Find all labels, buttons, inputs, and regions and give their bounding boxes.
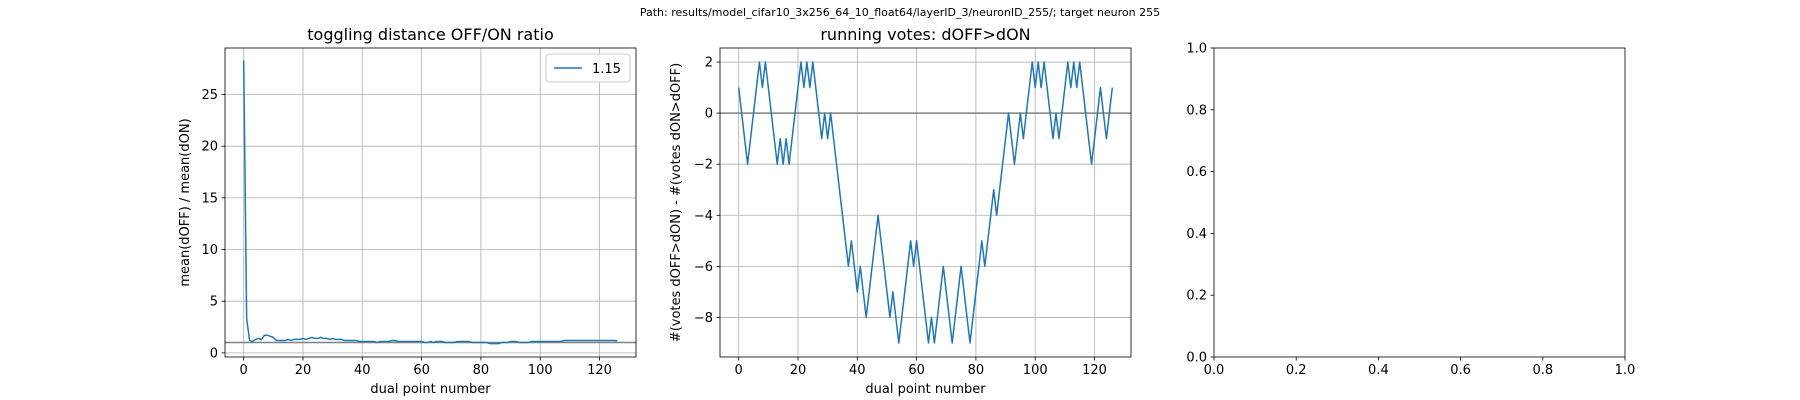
x-tick-label: 20	[295, 363, 312, 378]
figure-suptitle: Path: results/model_cifar10_3x256_64_10_…	[640, 6, 1160, 19]
x-tick-label: 0.2	[1286, 363, 1307, 378]
y-tick-label: 20	[201, 140, 218, 155]
axes-frame	[224, 47, 637, 358]
y-tick-label: 2	[705, 56, 713, 71]
axes-frame	[1213, 47, 1626, 358]
y-tick-label: 10	[201, 243, 218, 258]
x-tick-label: 0.0	[1204, 363, 1225, 378]
x-tick-label: 0	[240, 363, 248, 378]
x-tick-label: 120	[1082, 363, 1107, 378]
x-tick-label: 100	[1023, 363, 1048, 378]
legend-label: 1.15	[592, 62, 621, 77]
series-line	[737, 61, 1114, 344]
y-tick-label: 0	[210, 346, 218, 361]
x-tick-label: 40	[354, 363, 371, 378]
x-tick-label: 0.6	[1450, 363, 1471, 378]
y-tick-label: −2	[694, 158, 713, 173]
x-tick-label: 80	[968, 363, 985, 378]
chart-title: running votes: dOFF>dON	[820, 25, 1030, 44]
y-tick-label: 0.6	[1186, 165, 1207, 180]
x-tick-label: 60	[413, 363, 430, 378]
y-tick-label: 1.0	[1186, 42, 1207, 57]
y-tick-label: 0.8	[1186, 103, 1207, 118]
y-axis-label: #(votes dOFF>dON) - #(votes dON>dOFF)	[669, 63, 684, 342]
x-axis-label: dual point number	[370, 382, 491, 397]
ratio-chart: 0 20 40 60 80 100 120 0 5 10 15 20 25 toggling distan…	[178, 25, 637, 397]
x-tick-label: 1.0	[1615, 363, 1636, 378]
x-axis-label: dual point number	[865, 382, 986, 397]
y-axis-label: mean(dOFF) / mean(dON)	[178, 118, 193, 286]
y-tick-label: 0.2	[1186, 289, 1207, 304]
y-tick-label: 0	[705, 107, 713, 122]
legend-box	[545, 53, 631, 83]
votes-chart: 0 20 40 60 80 100 120 −8 −6 −4 −2 0 2 running votes: …	[669, 25, 1132, 397]
x-tick-label: 20	[790, 363, 807, 378]
y-tick-label: 25	[201, 88, 218, 103]
y-tick-label: 0.0	[1186, 351, 1207, 366]
x-tick-label: 60	[908, 363, 925, 378]
x-tick-label: 40	[849, 363, 866, 378]
y-tick-label: 15	[201, 191, 218, 206]
x-tick-label: 120	[587, 363, 612, 378]
x-tick-label: 100	[528, 363, 553, 378]
axes-frame	[719, 47, 1132, 358]
chart-legend: 1.15	[545, 53, 631, 83]
x-tick-label: 0	[735, 363, 743, 378]
y-tick-label: −4	[694, 209, 713, 224]
y-tick-label: 0.4	[1186, 227, 1207, 242]
x-tick-label: 0.8	[1532, 363, 1553, 378]
y-tick-label: −6	[694, 260, 713, 275]
series-line	[242, 60, 618, 345]
empty-chart: 0.0 0.2 0.4 0.6 0.8 1.0 0.0 0.2 0.4 0.6 0.8 1.0	[1186, 42, 1635, 379]
y-tick-label: −8	[694, 311, 713, 326]
x-tick-label: 0.4	[1368, 363, 1389, 378]
chart-title: toggling distance OFF/ON ratio	[307, 25, 553, 44]
x-tick-label: 80	[473, 363, 490, 378]
y-tick-label: 5	[210, 295, 218, 310]
